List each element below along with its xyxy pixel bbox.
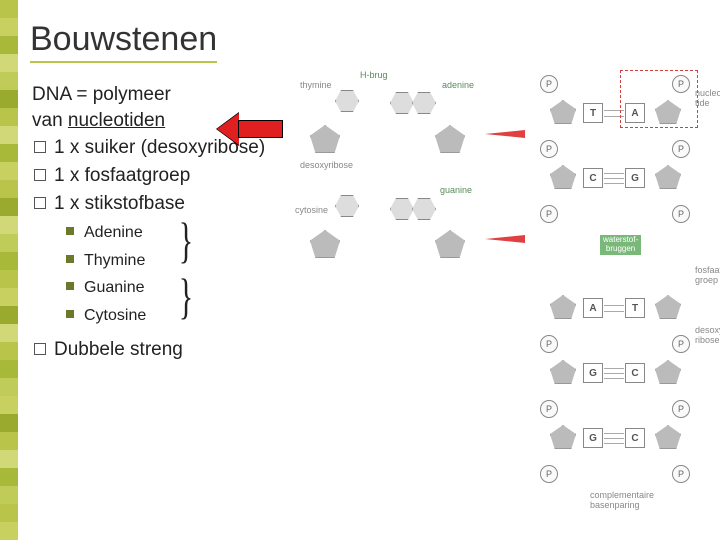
pentagon-icon xyxy=(550,295,576,319)
intro-underlined: nucleotiden xyxy=(68,110,165,131)
hexagon-icon xyxy=(390,92,414,114)
sidebar-decor xyxy=(0,0,18,540)
base-box: C xyxy=(625,363,645,383)
phosphate-icon: P xyxy=(672,465,690,483)
label-adenine: adenine xyxy=(442,80,474,90)
base-box: T xyxy=(583,103,603,123)
phosphate-icon: P xyxy=(540,75,558,93)
brace-icon: } xyxy=(179,218,193,263)
label-fosfaat: fosfaat- groep xyxy=(695,265,720,285)
phosphate-icon: P xyxy=(540,400,558,418)
label-nucleotide: nucleo- tide xyxy=(695,88,720,108)
bullet-list-1: 1 x suiker (desoxyribose) 1 x fosfaatgro… xyxy=(32,135,302,216)
pentagon-icon xyxy=(550,100,576,124)
base-box: G xyxy=(583,363,603,383)
label-hbrug: H-brug xyxy=(360,70,388,80)
pentagon-icon xyxy=(550,360,576,384)
phosphate-icon: P xyxy=(672,400,690,418)
base-box: A xyxy=(583,298,603,318)
base-box: T xyxy=(625,298,645,318)
pentagon-icon xyxy=(550,425,576,449)
phosphate-icon: P xyxy=(672,335,690,353)
pentagon-icon xyxy=(655,425,681,449)
hexagon-icon xyxy=(335,195,359,217)
nucleotide-highlight xyxy=(620,70,698,128)
bullet-item: 1 x fosfaatgroep xyxy=(32,163,302,189)
pentagon-icon xyxy=(310,230,340,258)
bullet-item: 1 x stikstofbase xyxy=(32,191,302,217)
base-box: C xyxy=(625,428,645,448)
hexagon-icon xyxy=(412,198,436,220)
base-box: G xyxy=(583,428,603,448)
intro-prefix: van xyxy=(32,110,68,131)
label-desoxy2: desoxy- ribose xyxy=(695,325,720,345)
label-waterstof: waterstof- bruggen xyxy=(600,235,641,255)
phosphate-icon: P xyxy=(672,205,690,223)
pentagon-icon xyxy=(655,295,681,319)
pentagon-icon xyxy=(550,165,576,189)
base-box: G xyxy=(625,168,645,188)
page-title: Bouwstenen xyxy=(30,20,217,63)
phosphate-icon: P xyxy=(672,140,690,158)
intro-line-1: DNA = polymeer xyxy=(32,82,302,108)
pentagon-icon xyxy=(310,125,340,153)
label-thymine: thymine xyxy=(300,80,332,90)
pentagon-icon xyxy=(435,125,465,153)
phosphate-icon: P xyxy=(540,335,558,353)
hexagon-icon xyxy=(390,198,414,220)
bullet-list-2: Adenine Thymine Guanine Cytosine } } xyxy=(64,222,302,326)
pentagon-icon xyxy=(655,165,681,189)
pentagon-icon xyxy=(435,230,465,258)
label-complementaire: complementaire basenparing xyxy=(590,490,654,510)
phosphate-icon: P xyxy=(540,465,558,483)
label-guanine: guanine xyxy=(440,185,472,195)
bullet-list-3: Dubbele streng xyxy=(32,337,302,363)
dna-diagram: thymine H-brug adenine desoxyribose cyto… xyxy=(300,70,710,520)
label-desoxyribose: desoxyribose xyxy=(300,160,353,170)
pentagon-icon xyxy=(655,360,681,384)
label-cytosine: cytosine xyxy=(295,205,328,215)
hexagon-icon xyxy=(335,90,359,112)
phosphate-icon: P xyxy=(540,140,558,158)
phosphate-icon: P xyxy=(540,205,558,223)
bullet-item: Dubbele streng xyxy=(32,337,302,363)
bullet-item: 1 x suiker (desoxyribose) xyxy=(32,135,302,161)
arrow-left-icon xyxy=(485,235,525,243)
hexagon-icon xyxy=(412,92,436,114)
base-box: C xyxy=(583,168,603,188)
brace-icon: } xyxy=(179,274,193,319)
arrow-left-icon xyxy=(485,130,525,138)
